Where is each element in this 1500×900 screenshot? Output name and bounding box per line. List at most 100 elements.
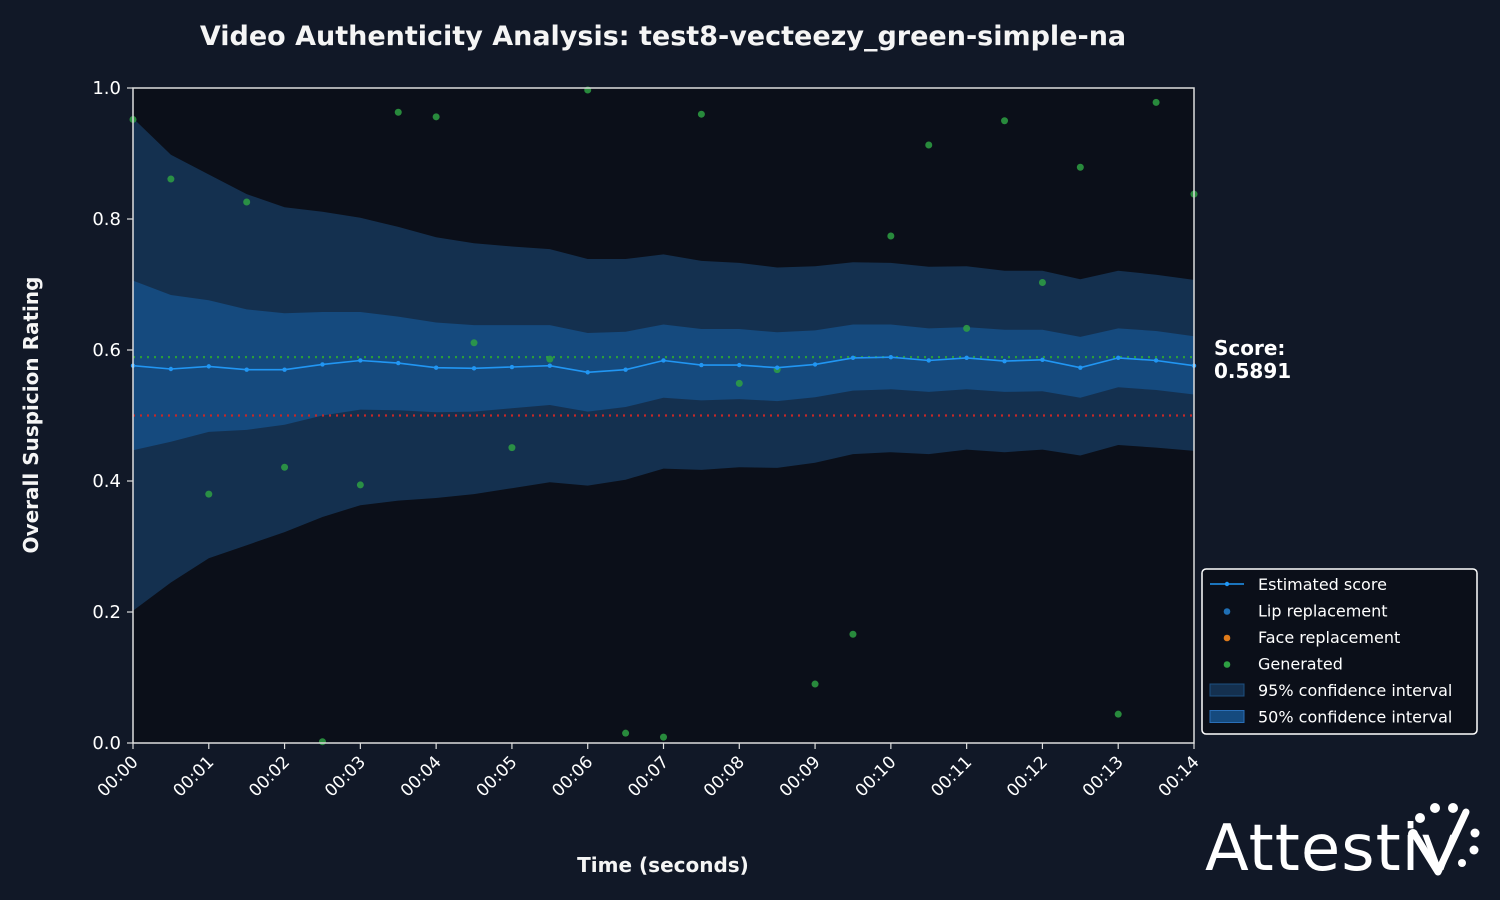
estimated-score-point — [888, 355, 894, 360]
estimated-score-point — [320, 362, 325, 367]
x-tick-label: 00:07 — [624, 752, 673, 801]
legend-swatch-dot — [1223, 661, 1231, 668]
y-tick-label: 0.8 — [92, 209, 121, 230]
x-tick-label: 00:03 — [321, 752, 370, 801]
score-label: Score: — [1214, 336, 1285, 360]
y-tick-label: 1.0 — [92, 78, 121, 99]
legend-label: Face replacement — [1258, 628, 1400, 647]
estimated-score-point — [926, 358, 931, 363]
estimated-score-point — [1153, 358, 1159, 363]
estimated-score-point — [396, 360, 401, 366]
legend: Estimated score Lip replacement Face repla… — [1201, 568, 1478, 735]
generated-point — [281, 463, 289, 471]
generated-point — [1001, 117, 1009, 125]
legend-label: 95% confidence interval — [1258, 681, 1452, 700]
legend-swatch-marker — [1224, 581, 1230, 587]
x-tick-label: 00:12 — [1003, 752, 1052, 801]
estimated-score-point — [1078, 365, 1083, 370]
estimated-score-point — [774, 365, 780, 370]
x-tick-label: 00:14 — [1155, 752, 1204, 801]
logo-text: Attestiv — [1205, 812, 1460, 886]
estimated-score-point — [433, 365, 439, 370]
estimated-score-point — [850, 355, 856, 361]
x-tick-label: 00:02 — [245, 752, 294, 801]
generated-point — [622, 729, 630, 737]
generated-point — [1076, 163, 1084, 171]
legend-label: Lip replacement — [1258, 602, 1388, 621]
generated-point — [1114, 710, 1122, 718]
estimated-score-point — [699, 362, 704, 368]
y-axis-label: Overall Suspicion Rating — [19, 277, 43, 554]
ci50-band — [133, 280, 1194, 451]
legend-swatch-dot — [1223, 634, 1231, 642]
estimated-score-point — [244, 367, 249, 372]
generated-point — [697, 110, 705, 118]
y-tick-label: 0.4 — [92, 471, 121, 492]
generated-point — [318, 738, 326, 746]
generated-point — [925, 141, 933, 149]
legend-item: Estimated score — [1210, 575, 1387, 594]
y-tick-label: 0.6 — [92, 340, 121, 361]
generated-point — [735, 379, 743, 387]
attestiv-logo: Attestiv — [1200, 800, 1490, 890]
estimated-score-point — [547, 363, 553, 368]
generated-point — [1038, 279, 1046, 287]
legend-label: Estimated score — [1258, 575, 1387, 594]
reference-lines — [133, 356, 1194, 417]
legend-item: Face replacement — [1223, 628, 1400, 647]
estimated-score-point — [358, 358, 363, 363]
x-tick-label: 00:05 — [473, 752, 522, 801]
generated-point — [356, 481, 364, 489]
y-tick-label: 0.0 — [92, 733, 121, 754]
x-tick-label: 00:09 — [776, 752, 825, 801]
legend-swatch-patch — [1209, 710, 1245, 723]
generated-point — [394, 108, 402, 116]
estimated-score-point — [471, 366, 477, 371]
generated-point — [205, 490, 213, 498]
estimated-score-point — [282, 367, 287, 372]
generated-point — [243, 198, 251, 206]
generated-point — [660, 733, 667, 741]
y-axis-ticks: 0.0 0.2 0.4 0.6 0.8 1.0 — [92, 78, 133, 754]
generated-point — [849, 630, 857, 638]
estimated-score-point — [585, 370, 590, 375]
legend-swatch-dot — [1223, 608, 1231, 615]
legend-label: Generated — [1258, 655, 1343, 674]
estimated-score-point — [1040, 357, 1045, 363]
legend-item: 95% confidence interval — [1209, 681, 1452, 700]
x-tick-label: 00:11 — [927, 752, 976, 801]
estimated-score-point — [661, 358, 666, 363]
x-tick-label: 00:06 — [548, 752, 597, 801]
estimated-score-point — [206, 364, 211, 369]
estimated-score-series — [130, 355, 1197, 375]
estimated-score-point — [168, 366, 174, 372]
score-value: 0.5891 — [1214, 359, 1291, 383]
y-tick-label: 0.2 — [92, 602, 121, 623]
generated-point — [508, 444, 516, 452]
legend-item: Generated — [1223, 655, 1343, 674]
generated-point — [546, 355, 554, 363]
x-tick-label: 00:10 — [852, 752, 901, 801]
legend-box — [1201, 568, 1478, 735]
legend-item: 50% confidence interval — [1209, 708, 1452, 727]
estimated-score-point — [812, 362, 818, 367]
generated-point — [887, 232, 895, 240]
ci50-band-layer — [133, 280, 1194, 451]
generated-point — [432, 113, 440, 121]
generated-points — [129, 86, 1198, 746]
generated-point — [470, 339, 478, 347]
x-axis-label: Time (seconds) — [577, 853, 749, 877]
legend-swatch-patch — [1209, 683, 1245, 697]
generated-point — [963, 324, 971, 332]
x-tick-label: 00:13 — [1079, 752, 1128, 801]
generated-point — [1152, 98, 1160, 106]
legend-label: 50% confidence interval — [1258, 708, 1452, 727]
chart-title: Video Authenticity Analysis: test8-vecte… — [200, 21, 1126, 52]
x-tick-label: 00:00 — [94, 752, 143, 801]
x-tick-label: 00:08 — [700, 752, 749, 801]
generated-point — [811, 680, 819, 688]
estimated-score-point — [964, 355, 969, 361]
estimated-score-point — [1002, 358, 1007, 364]
generated-point — [167, 175, 175, 183]
